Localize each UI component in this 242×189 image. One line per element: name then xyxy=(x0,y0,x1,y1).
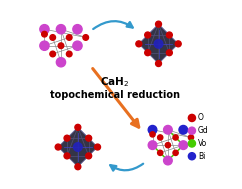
Text: CaH$_2$: CaH$_2$ xyxy=(100,75,130,89)
Polygon shape xyxy=(78,147,98,167)
Circle shape xyxy=(188,140,196,147)
Circle shape xyxy=(188,153,196,160)
Circle shape xyxy=(66,35,72,40)
Circle shape xyxy=(164,125,172,134)
Circle shape xyxy=(154,40,163,48)
Circle shape xyxy=(158,135,163,140)
Text: Bi: Bi xyxy=(198,152,205,161)
Circle shape xyxy=(148,125,157,134)
Circle shape xyxy=(50,35,55,40)
Circle shape xyxy=(175,41,181,47)
Circle shape xyxy=(75,164,81,170)
Circle shape xyxy=(136,41,142,47)
Polygon shape xyxy=(139,24,178,64)
Circle shape xyxy=(56,25,66,34)
Circle shape xyxy=(58,43,64,49)
Polygon shape xyxy=(139,24,159,64)
Polygon shape xyxy=(139,44,159,64)
Circle shape xyxy=(74,143,82,151)
Circle shape xyxy=(42,31,47,37)
Circle shape xyxy=(75,124,81,130)
Circle shape xyxy=(50,51,55,57)
Circle shape xyxy=(156,21,161,27)
Polygon shape xyxy=(58,127,98,167)
Circle shape xyxy=(145,50,151,56)
Circle shape xyxy=(145,32,151,38)
Circle shape xyxy=(188,127,196,134)
Circle shape xyxy=(173,135,178,140)
Circle shape xyxy=(166,50,172,56)
Circle shape xyxy=(55,144,61,150)
Circle shape xyxy=(148,141,157,149)
Circle shape xyxy=(179,141,188,149)
Circle shape xyxy=(66,51,72,57)
Circle shape xyxy=(86,153,92,159)
Circle shape xyxy=(64,135,70,141)
Circle shape xyxy=(158,150,163,156)
Circle shape xyxy=(156,61,161,67)
Text: O: O xyxy=(198,113,204,122)
Circle shape xyxy=(173,150,178,156)
Circle shape xyxy=(56,58,66,67)
Circle shape xyxy=(64,153,70,159)
Circle shape xyxy=(188,135,194,140)
Circle shape xyxy=(164,156,172,165)
Circle shape xyxy=(188,114,196,122)
Circle shape xyxy=(40,25,49,34)
Polygon shape xyxy=(58,147,78,167)
Circle shape xyxy=(73,25,82,34)
Circle shape xyxy=(73,41,82,50)
Circle shape xyxy=(40,41,49,50)
Circle shape xyxy=(86,135,92,141)
Circle shape xyxy=(165,143,171,148)
Polygon shape xyxy=(159,24,178,64)
Polygon shape xyxy=(159,44,178,64)
Circle shape xyxy=(166,32,172,38)
Circle shape xyxy=(179,125,188,134)
Circle shape xyxy=(95,144,100,150)
Circle shape xyxy=(83,35,89,40)
Text: Vo: Vo xyxy=(198,139,207,148)
Text: topochemical reduction: topochemical reduction xyxy=(50,91,180,100)
Polygon shape xyxy=(78,127,98,167)
Circle shape xyxy=(150,132,155,137)
Text: Gd: Gd xyxy=(198,126,209,135)
Polygon shape xyxy=(58,127,78,167)
